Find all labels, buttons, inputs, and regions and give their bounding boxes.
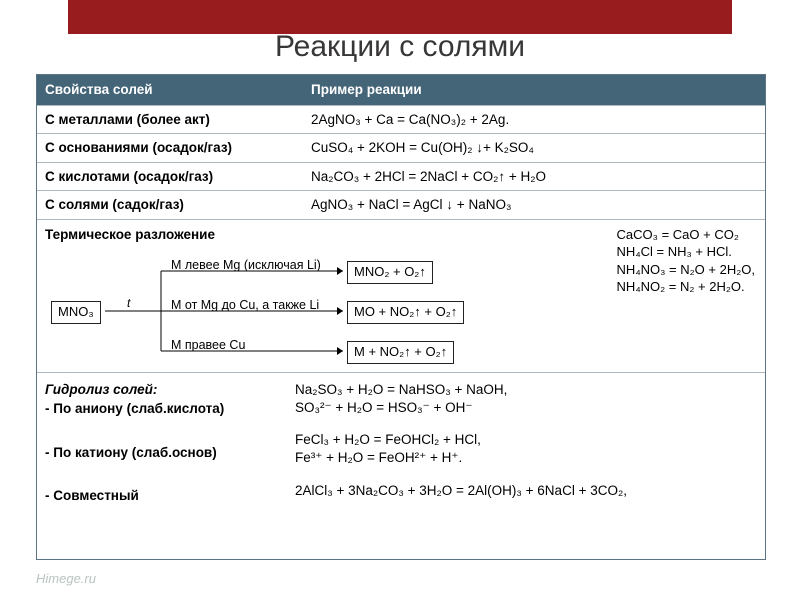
diagram-result-node: MO + NO₂↑ + O₂↑ xyxy=(347,301,464,324)
hydrolysis-block: FeCl₃ + H₂O = FeOHCl₂ + HCl, Fe³⁺ + H₂O … xyxy=(295,431,627,467)
row-example: AgNO₃ + NaCl = AgCl ↓ + NaNO₃ xyxy=(303,191,765,219)
row-prop: С основаниями (осадок/газ) xyxy=(37,134,303,162)
thermal-equations: CaCO₃ = CaO + CO₂ NH₄Cl = NH₃ + HCl. NH₄… xyxy=(617,226,755,296)
header-col-example: Пример реакции xyxy=(303,75,765,105)
diagram-condition: M правее Cu xyxy=(171,337,245,353)
row-prop: С металлами (более акт) xyxy=(37,106,303,134)
hydrolysis-title: Гидролиз солей: xyxy=(45,381,295,399)
thermal-eq: NH₄NO₂ = N₂ + 2H₂O. xyxy=(617,278,755,296)
hydrolysis-item: - По аниону (слаб.кислота) xyxy=(45,400,295,418)
table-row: С металлами (более акт) 2AgNO₃ + Ca = Ca… xyxy=(37,105,765,134)
diagram-result-node: M + NO₂↑ + O₂↑ xyxy=(347,341,454,364)
diagram-t-label: t xyxy=(127,296,130,312)
row-prop: С кислотами (осадок/газ) xyxy=(37,163,303,191)
watermark: Himege.ru xyxy=(36,571,96,586)
table-row: С солями (садок/газ) AgNO₃ + NaCl = AgCl… xyxy=(37,190,765,219)
diagram-condition: M от Mg до Cu, а также Li xyxy=(171,297,319,313)
hydrolysis-right: Na₂SO₃ + H₂O = NaHSO₃ + NaOH, SO₃²⁻ + H₂… xyxy=(295,381,627,514)
row-example: 2AgNO₃ + Ca = Ca(NO₃)₂ + 2Ag. xyxy=(303,106,765,134)
hydrolysis-item: - Совместный xyxy=(45,487,295,505)
table-row: С кислотами (осадок/газ) Na₂CO₃ + 2HCl =… xyxy=(37,162,765,191)
thermal-eq: CaCO₃ = CaO + CO₂ xyxy=(617,226,755,244)
hydrolysis-section: Гидролиз солей: - По аниону (слаб.кислот… xyxy=(37,372,765,559)
row-example: CuSO₄ + 2KOH = Cu(OH)₂ ↓+ K₂SO₄ xyxy=(303,134,765,162)
hydrolysis-left: Гидролиз солей: - По аниону (слаб.кислот… xyxy=(45,381,295,505)
table-row: С основаниями (осадок/газ) CuSO₄ + 2KOH … xyxy=(37,133,765,162)
page-title: Реакции с солями xyxy=(0,30,800,64)
thermal-eq: NH₄NO₃ = N₂O + 2H₂O, xyxy=(617,261,755,279)
diagram-root-node: MNO₃ xyxy=(51,301,101,324)
hydrolysis-eq: FeCl₃ + H₂O = FeOHCl₂ + HCl, xyxy=(295,431,627,449)
row-example: Na₂CO₃ + 2HCl = 2NaCl + CO₂↑ + H₂O xyxy=(303,163,765,191)
hydrolysis-eq: 2AlCl₃ + 3Na₂CO₃ + 3H₂O = 2Al(OH)₃ + 6Na… xyxy=(295,482,627,500)
thermal-eq: NH₄Cl = NH₃ + HCl. xyxy=(617,243,755,261)
top-banner xyxy=(68,0,732,34)
hydrolysis-block: Na₂SO₃ + H₂O = NaHSO₃ + NaOH, SO₃²⁻ + H₂… xyxy=(295,381,627,417)
decomposition-diagram: MNO₃ t M левее Mg (исключая Li) M от Mg … xyxy=(51,262,531,360)
salt-reactions-table: Свойства солей Пример реакции С металлам… xyxy=(36,74,766,560)
thermal-decomposition-section: Термическое разложение CaCO₃ = CaO + CO₂… xyxy=(37,219,765,372)
hydrolysis-item: - По катиону (слаб.основ) xyxy=(45,444,295,462)
hydrolysis-eq: SO₃²⁻ + H₂O = HSO₃⁻ + OH⁻ xyxy=(295,399,627,417)
hydrolysis-eq: Fe³⁺ + H₂O = FeOH²⁺ + H⁺. xyxy=(295,449,627,467)
diagram-condition: M левее Mg (исключая Li) xyxy=(171,257,321,273)
header-col-properties: Свойства солей xyxy=(37,75,303,105)
hydrolysis-eq: Na₂SO₃ + H₂O = NaHSO₃ + NaOH, xyxy=(295,381,627,399)
row-prop: С солями (садок/газ) xyxy=(37,191,303,219)
table-header-row: Свойства солей Пример реакции xyxy=(37,75,765,105)
diagram-result-node: MNO₂ + O₂↑ xyxy=(347,261,433,284)
hydrolysis-block: 2AlCl₃ + 3Na₂CO₃ + 3H₂O = 2Al(OH)₃ + 6Na… xyxy=(295,482,627,500)
